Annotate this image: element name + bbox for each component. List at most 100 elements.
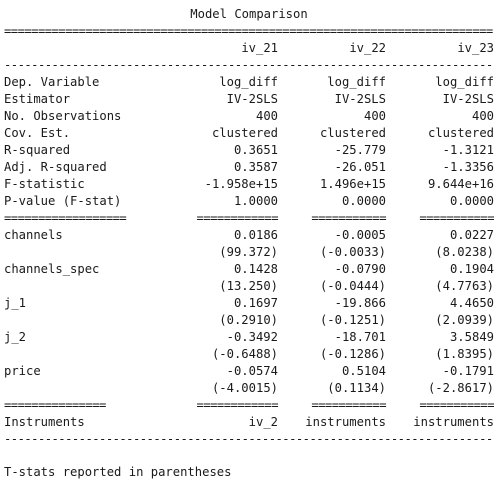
coefficient-value: -0.3492: [226, 330, 278, 344]
coefficient-label: j_1: [4, 296, 27, 310]
instruments-value: instruments: [413, 415, 494, 429]
footnote: T-stats reported in parentheses: [4, 465, 232, 479]
single-rule-bottom: ----------------------------------------…: [4, 432, 493, 446]
summary-label: Dep. Variable: [4, 75, 100, 89]
coefficient-row: j_2 -0.3492 -18.701 3.5849: [4, 329, 494, 346]
tstat-value: (-0.0033): [319, 245, 386, 259]
instruments-label: Instruments: [4, 415, 85, 429]
coefficient-label: price: [4, 364, 41, 378]
summary-row: Cov. Est. clustered clustered clustered: [4, 125, 494, 142]
tstat-spacer: [4, 380, 162, 397]
summary-row: R-squared 0.3651 -25.779 -1.3121: [4, 142, 494, 159]
coefficient-value: 0.1697: [233, 296, 278, 310]
summary-value: -25.779: [334, 143, 386, 157]
summary-value: -1.3356: [442, 160, 494, 174]
summary-value: 1.0000: [233, 194, 278, 208]
model-header-1: iv_21: [241, 41, 278, 55]
tstat-spacer: [4, 346, 162, 363]
tstat-value: (4.7763): [435, 279, 494, 293]
column-rule-row: ================== ============ ========…: [4, 210, 494, 227]
tstat-row: (-0.6488) (-0.1286) (1.8395): [4, 346, 494, 363]
summary-value: 400: [363, 109, 386, 123]
tstat-value: (-0.0444): [319, 279, 386, 293]
table-title: Model Comparison: [190, 7, 308, 21]
tstat-spacer: [4, 278, 162, 295]
summary-value: IV-2SLS: [226, 92, 278, 106]
summary-row: Adj. R-squared 0.3587 -26.051 -1.3356: [4, 159, 494, 176]
summary-label: F-statistic: [4, 177, 85, 191]
tstat-value: (1.8395): [435, 347, 494, 361]
coefficient-label: j_2: [4, 330, 27, 344]
summary-value: clustered: [211, 126, 278, 140]
instruments-value: iv_2: [248, 415, 278, 429]
coefficient-label: channels_spec: [4, 262, 100, 276]
summary-label: Adj. R-squared: [4, 160, 107, 174]
summary-label: P-value (F-stat): [4, 194, 122, 208]
summary-value: clustered: [427, 126, 494, 140]
tstat-row: (-4.0015) (0.1134) (-2.8617): [4, 380, 494, 397]
summary-label: Estimator: [4, 92, 71, 106]
summary-value: 400: [471, 109, 494, 123]
coefficient-value: 0.1428: [233, 262, 278, 276]
summary-value: 0.3651: [233, 143, 278, 157]
column-rule: ===========: [311, 398, 386, 412]
summary-row: Estimator IV-2SLS IV-2SLS IV-2SLS: [4, 91, 494, 108]
tstat-value: (-2.8617): [427, 381, 494, 395]
double-rule-top: ========================================…: [4, 24, 493, 38]
coefficient-label: channels: [4, 228, 63, 242]
tstat-value: (8.0238): [435, 245, 494, 259]
summary-value: IV-2SLS: [442, 92, 494, 106]
tstat-value: (99.372): [219, 245, 278, 259]
column-rule: ===========: [419, 398, 494, 412]
column-rule: ============: [196, 398, 279, 412]
summary-value: log_diff: [219, 75, 278, 89]
summary-label: No. Observations: [4, 109, 122, 123]
tstat-value: (-0.1251): [319, 313, 386, 327]
summary-value: -26.051: [334, 160, 386, 174]
tstat-value: (-4.0015): [211, 381, 278, 395]
tstat-value: (0.2910): [219, 313, 278, 327]
column-rule: ==================: [4, 211, 127, 225]
coefficient-value: -0.1791: [442, 364, 494, 378]
coefficient-value: 0.0186: [233, 228, 278, 242]
summary-row: No. Observations 400 400 400: [4, 108, 494, 125]
coefficient-value: -19.866: [334, 296, 386, 310]
tstat-value: (-0.6488): [211, 347, 278, 361]
tstat-spacer: [4, 312, 162, 329]
summary-value: 1.496e+15: [319, 177, 386, 191]
coefficient-value: 3.5849: [449, 330, 494, 344]
summary-value: log_diff: [327, 75, 386, 89]
column-rule: ===========: [311, 211, 386, 225]
instruments-value: instruments: [305, 415, 386, 429]
summary-label: Cov. Est.: [4, 126, 71, 140]
coefficient-value: 0.1904: [449, 262, 494, 276]
bottom-rule-row: =============== ============ ===========…: [4, 397, 494, 414]
summary-label: R-squared: [4, 143, 71, 157]
tstat-value: (-0.1286): [319, 347, 386, 361]
tstat-row: (0.2910) (-0.1251) (2.0939): [4, 312, 494, 329]
coefficient-row: channels 0.0186 -0.0005 0.0227: [4, 227, 494, 244]
summary-value: 0.3587: [233, 160, 278, 174]
tstat-value: (13.250): [219, 279, 278, 293]
summary-value: 400: [255, 109, 278, 123]
summary-value: -1.958e+15: [204, 177, 278, 191]
column-rule: ===========: [419, 211, 494, 225]
single-rule-header: ----------------------------------------…: [4, 58, 493, 72]
tstat-spacer: [4, 244, 162, 261]
model-header-3: iv_23: [457, 41, 494, 55]
summary-value: 9.644e+16: [427, 177, 494, 191]
coefficient-value: 4.4650: [449, 296, 494, 310]
header-spacer: [4, 40, 162, 57]
coefficient-row: j_1 0.1697 -19.866 4.4650: [4, 295, 494, 312]
model-header-2: iv_22: [349, 41, 386, 55]
coefficient-value: -0.0005: [334, 228, 386, 242]
coefficient-value: -0.0790: [334, 262, 386, 276]
summary-row: F-statistic -1.958e+15 1.496e+15 9.644e+…: [4, 176, 494, 193]
coefficient-row: price -0.0574 0.5104 -0.1791: [4, 363, 494, 380]
tstat-value: (0.1134): [327, 381, 386, 395]
summary-row: Dep. Variable log_diff log_diff log_diff: [4, 74, 494, 91]
coefficient-value: -18.701: [334, 330, 386, 344]
tstat-row: (13.250) (-0.0444) (4.7763): [4, 278, 494, 295]
coefficient-value: -0.0574: [226, 364, 278, 378]
